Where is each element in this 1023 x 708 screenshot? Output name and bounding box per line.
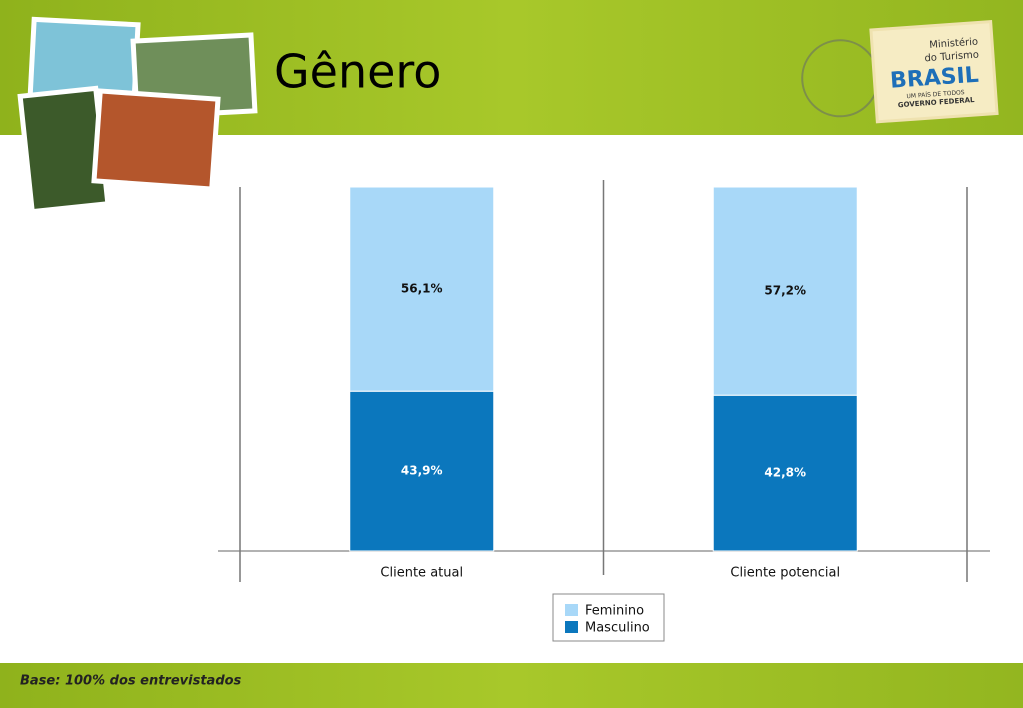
logo-text: UM PAÍS DE TODOS (906, 89, 965, 100)
data-label: 42,8% (764, 466, 806, 480)
bar-segment (349, 186, 495, 392)
bar-segment (712, 394, 858, 552)
footer-band (0, 663, 1023, 708)
data-label: 56,1% (401, 282, 443, 296)
legend-swatch (565, 604, 578, 616)
legend-box (552, 593, 665, 642)
data-label: 57,2% (764, 284, 806, 298)
logo-brand: BRASIL (889, 63, 979, 94)
logo-text: do Turismo (924, 50, 979, 65)
legend-swatch (565, 621, 578, 633)
logo-stamp: Ministério do Turismo BRASIL UM PAÍS DE … (801, 20, 999, 124)
slide-title: Gênero (274, 45, 441, 99)
stamp (869, 20, 999, 124)
x-tick-label: Cliente atual (380, 566, 463, 581)
bar-segment (712, 186, 858, 396)
chart: Cliente atual 43,9% 56,1% Cliente potencial… (218, 180, 990, 642)
bar-segment (349, 390, 495, 552)
footer-note: Base: 100% dos entrevistados (20, 674, 242, 689)
legend-label: Feminino (585, 604, 644, 619)
photo (91, 88, 221, 192)
data-label: 43,9% (401, 464, 443, 478)
legend-label: Masculino (585, 621, 650, 636)
x-tick-label: Cliente potencial (730, 566, 840, 581)
logo-text: Ministério (929, 36, 979, 51)
photos (17, 16, 258, 215)
